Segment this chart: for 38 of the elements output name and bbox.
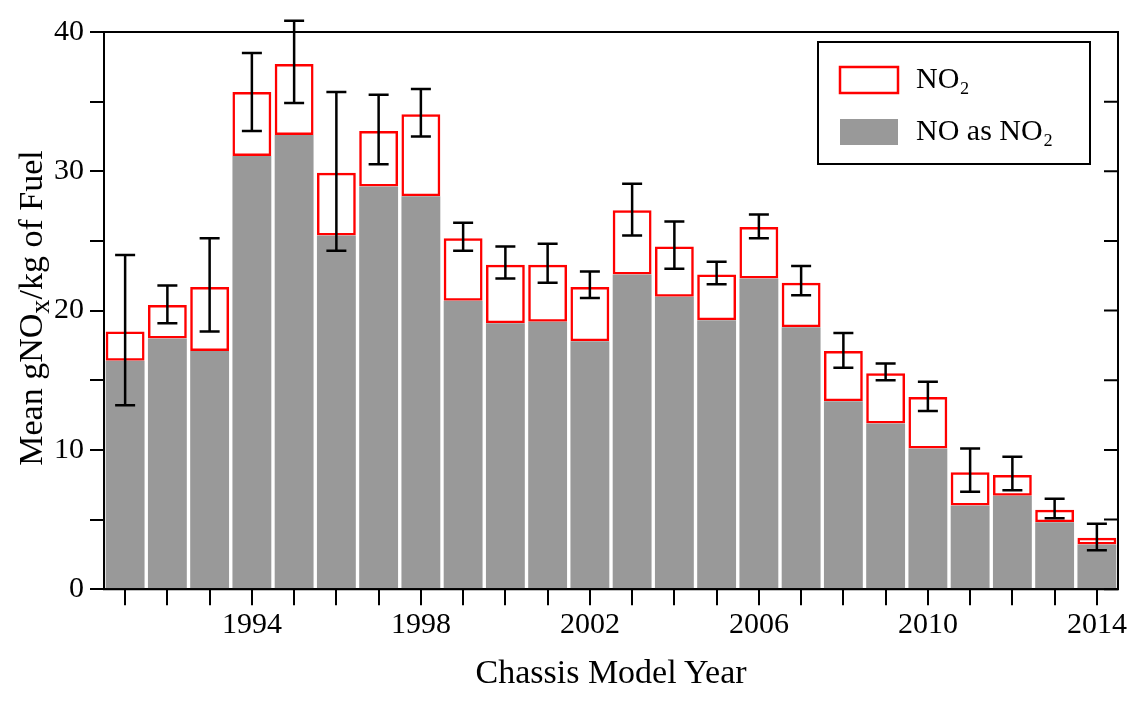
bar [612,274,652,589]
bar [781,327,821,589]
bar [823,401,863,589]
bar [950,505,990,589]
y-tick-label: 10 [54,430,84,464]
bar [908,448,948,589]
bar [654,296,694,589]
bar [190,351,230,589]
bar [739,278,779,589]
bar [359,186,399,589]
y-tick-label: 0 [69,570,84,604]
bar [485,323,525,589]
bar [147,338,187,589]
legend-label: NO₂ [916,60,970,94]
bar [866,423,906,589]
x-tick-label: 2010 [897,606,958,640]
y-tick-label: 30 [54,152,84,186]
bar [992,495,1032,589]
bar [570,341,610,589]
bar [401,196,441,589]
y-tick-label: 40 [54,12,84,46]
x-tick-label: 2002 [559,606,620,640]
x-axis-title: Chassis Model Year [475,652,748,690]
bar [443,300,483,589]
bar [1077,544,1117,589]
bar [232,155,272,589]
bar [1035,522,1075,589]
legend-label: NO as NO₂ [916,112,1054,146]
bar [316,235,356,589]
x-tick-label: 2014 [1066,606,1127,640]
bar [697,320,737,589]
bar [274,135,314,589]
x-tick-label: 2006 [728,606,789,640]
bar [528,321,568,589]
x-tick-label: 1998 [390,606,451,640]
bar [105,360,145,589]
y-tick-label: 20 [54,291,84,325]
x-tick-label: 1994 [221,606,282,640]
